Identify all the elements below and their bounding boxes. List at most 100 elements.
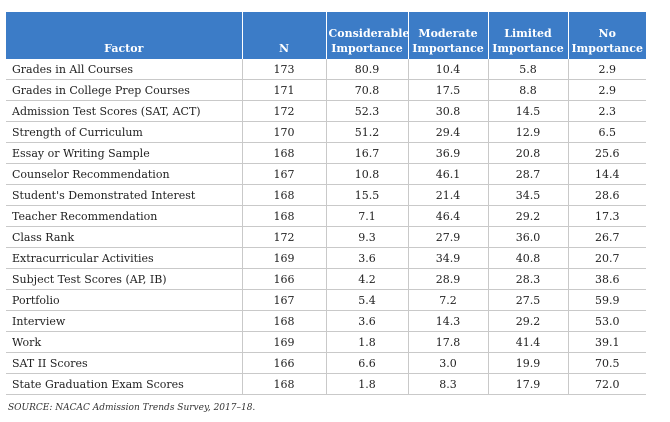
n-cell: 168 [242,184,327,206]
limited-cell: 19.9 [488,352,569,374]
table-row: Teacher Recommendation 168 7.1 46.4 29.2… [6,205,646,227]
source-note: SOURCE: NACAC Admission Trends Survey, 2… [8,403,256,413]
limited-cell: 40.8 [488,247,569,269]
considerable-cell: 3.6 [326,247,409,269]
moderate-cell: 7.2 [408,289,489,311]
factor-cell: Subject Test Scores (AP, IB) [6,268,243,290]
moderate-cell: 10.4 [408,59,489,80]
header-limited-importance: Limited Importance [488,12,569,59]
table-row: Student's Demonstrated Interest 168 15.5… [6,184,646,206]
considerable-cell: 5.4 [326,289,409,311]
header-considerable-importance: Considerable Importance [326,12,409,59]
considerable-cell: 6.6 [326,352,409,374]
considerable-cell: 3.6 [326,310,409,332]
header-factor: Factor [6,12,243,59]
table-row: Essay or Writing Sample 168 16.7 36.9 20… [6,142,646,164]
no-importance-cell: 14.4 [568,163,646,185]
n-cell: 167 [242,163,327,185]
limited-cell: 17.9 [488,373,569,395]
no-importance-cell: 20.7 [568,247,646,269]
considerable-cell: 52.3 [326,100,409,122]
n-cell: 170 [242,121,327,143]
n-cell: 168 [242,373,327,395]
considerable-cell: 1.8 [326,373,409,395]
limited-cell: 36.0 [488,226,569,248]
limited-cell: 8.8 [488,79,569,101]
factor-cell: SAT II Scores [6,352,243,374]
limited-cell: 29.2 [488,310,569,332]
moderate-cell: 29.4 [408,121,489,143]
no-importance-cell: 38.6 [568,268,646,290]
table-row: Grades in College Prep Courses 171 70.8 … [6,79,646,101]
moderate-cell: 30.8 [408,100,489,122]
no-importance-cell: 2.9 [568,79,646,101]
no-importance-cell: 2.3 [568,100,646,122]
n-cell: 166 [242,268,327,290]
n-cell: 168 [242,142,327,164]
table-row: Grades in All Courses 173 80.9 10.4 5.8 … [6,59,646,80]
table-row: SAT II Scores 166 6.6 3.0 19.9 70.5 [6,352,646,374]
limited-cell: 14.5 [488,100,569,122]
n-cell: 168 [242,310,327,332]
limited-cell: 41.4 [488,331,569,353]
moderate-cell: 3.0 [408,352,489,374]
considerable-cell: 9.3 [326,226,409,248]
factor-cell: Teacher Recommendation [6,205,243,227]
moderate-cell: 17.5 [408,79,489,101]
factor-cell: Student's Demonstrated Interest [6,184,243,206]
n-cell: 171 [242,79,327,101]
limited-cell: 34.5 [488,184,569,206]
limited-cell: 12.9 [488,121,569,143]
n-cell: 166 [242,352,327,374]
n-cell: 173 [242,59,327,80]
factor-cell: Work [6,331,243,353]
table-body: Grades in All Courses 173 80.9 10.4 5.8 … [6,59,646,395]
table-row: Counselor Recommendation 167 10.8 46.1 2… [6,163,646,185]
factor-cell: Interview [6,310,243,332]
no-importance-cell: 53.0 [568,310,646,332]
considerable-cell: 15.5 [326,184,409,206]
limited-cell: 28.7 [488,163,569,185]
factor-cell: Grades in College Prep Courses [6,79,243,101]
no-importance-cell: 26.7 [568,226,646,248]
no-importance-cell: 25.6 [568,142,646,164]
moderate-cell: 8.3 [408,373,489,395]
limited-cell: 28.3 [488,268,569,290]
considerable-cell: 4.2 [326,268,409,290]
considerable-cell: 1.8 [326,331,409,353]
moderate-cell: 14.3 [408,310,489,332]
factor-cell: Class Rank [6,226,243,248]
header-moderate-importance: Moderate Importance [408,12,489,59]
table-row: Work 169 1.8 17.8 41.4 39.1 [6,331,646,353]
moderate-cell: 17.8 [408,331,489,353]
limited-cell: 20.8 [488,142,569,164]
moderate-cell: 27.9 [408,226,489,248]
moderate-cell: 28.9 [408,268,489,290]
header-no-importance: No Importance [568,12,646,59]
factor-cell: Essay or Writing Sample [6,142,243,164]
moderate-cell: 46.4 [408,205,489,227]
n-cell: 169 [242,331,327,353]
table-header-row: Factor N Considerable Importance Moderate… [6,12,646,59]
moderate-cell: 46.1 [408,163,489,185]
n-cell: 172 [242,100,327,122]
considerable-cell: 7.1 [326,205,409,227]
limited-cell: 29.2 [488,205,569,227]
header-n: N [242,12,327,59]
factor-cell: Extracurricular Activities [6,247,243,269]
n-cell: 168 [242,205,327,227]
table-row: Class Rank 172 9.3 27.9 36.0 26.7 [6,226,646,248]
n-cell: 172 [242,226,327,248]
no-importance-cell: 2.9 [568,59,646,80]
moderate-cell: 21.4 [408,184,489,206]
table-row: State Graduation Exam Scores 168 1.8 8.3… [6,373,646,395]
no-importance-cell: 72.0 [568,373,646,395]
no-importance-cell: 39.1 [568,331,646,353]
considerable-cell: 10.8 [326,163,409,185]
table-row: Extracurricular Activities 169 3.6 34.9 … [6,247,646,269]
considerable-cell: 70.8 [326,79,409,101]
no-importance-cell: 70.5 [568,352,646,374]
moderate-cell: 36.9 [408,142,489,164]
factor-cell: Portfolio [6,289,243,311]
